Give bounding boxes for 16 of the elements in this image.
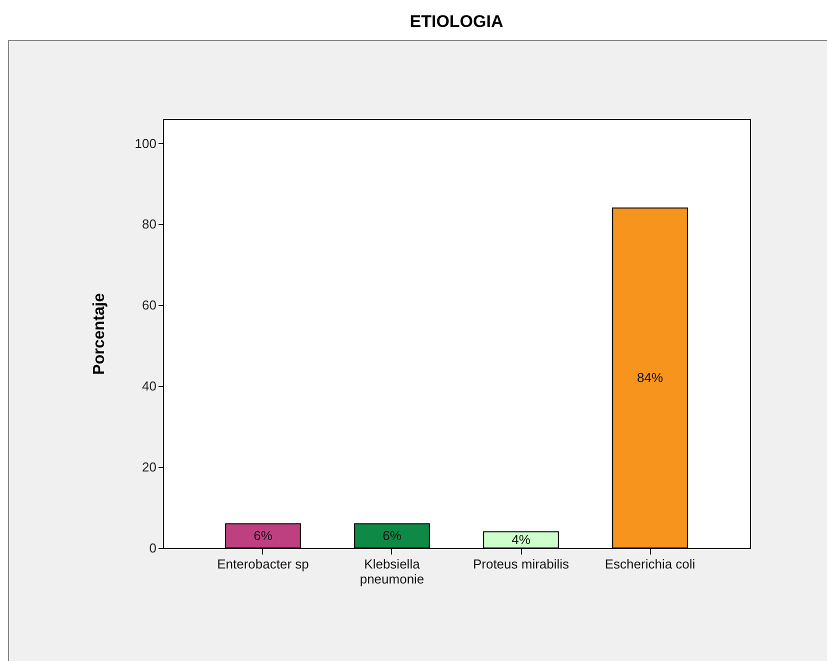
data-label: 6%: [382, 528, 402, 543]
y-tick-label: 20: [142, 460, 156, 475]
y-axis-title: Porcentaje: [90, 292, 108, 375]
y-tick-label: 60: [142, 298, 156, 313]
x-tick-label: Enterobacter sp: [217, 556, 309, 572]
y-tick-label: 0: [149, 540, 156, 556]
y-tick-label: 40: [142, 378, 156, 394]
y-tick-label: 80: [142, 216, 156, 232]
x-tick-label: Proteus mirabilis: [472, 556, 570, 572]
x-tick-label: Escherichia coli: [604, 556, 696, 572]
data-label: 84%: [637, 370, 664, 386]
data-label: 6%: [254, 528, 273, 543]
y-tick-label: 100: [134, 136, 156, 151]
chart-title: ETIOLOGIA: [410, 12, 504, 31]
x-tick-label: Klebsiella pneumonie: [360, 556, 424, 586]
data-label: 4%: [512, 532, 531, 547]
